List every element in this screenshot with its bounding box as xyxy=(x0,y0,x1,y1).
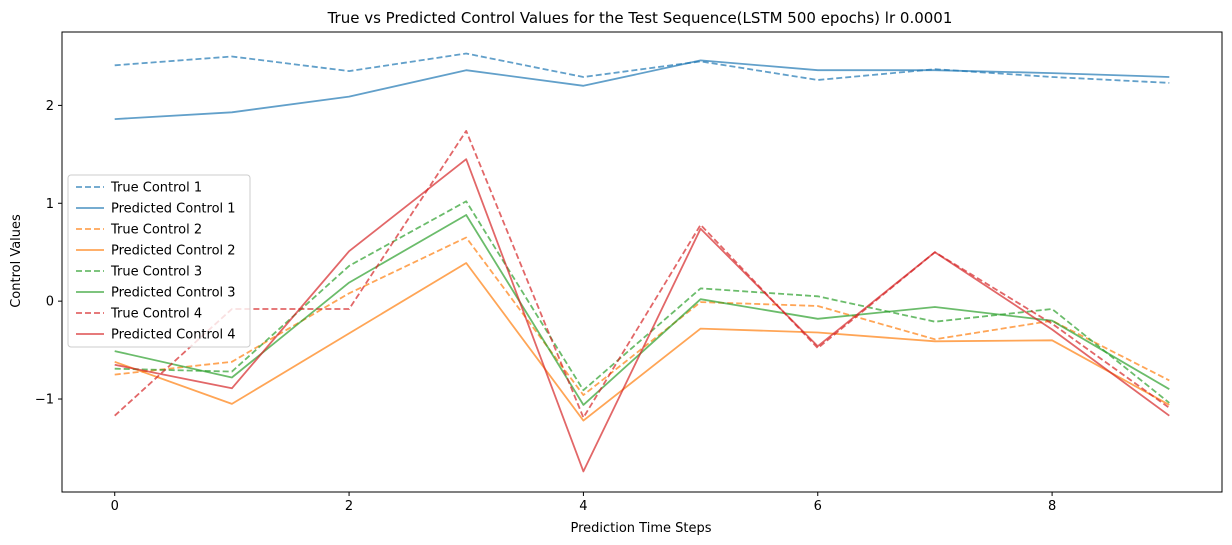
legend-box xyxy=(67,174,251,348)
x-tick-label: 6 xyxy=(814,499,822,514)
chart-title: True vs Predicted Control Values for the… xyxy=(327,9,953,27)
x-tick-label: 4 xyxy=(579,499,587,514)
y-tick-label: −1 xyxy=(35,393,54,408)
series-line-7 xyxy=(114,129,1170,419)
series-line-3 xyxy=(114,236,1170,397)
y-tick-label: 0 xyxy=(46,295,54,310)
y-axis: −1 0 1 2 xyxy=(35,99,62,408)
legend-label: Predicted Control 1 xyxy=(111,202,236,217)
y-tick-label: 1 xyxy=(46,197,54,212)
legend-label: Predicted Control 4 xyxy=(111,328,236,343)
legend-label: True Control 1 xyxy=(110,181,202,196)
x-tick-label: 2 xyxy=(345,499,353,514)
series-line-5 xyxy=(114,200,1170,404)
series-line-1 xyxy=(114,52,1170,84)
x-tick-label: 0 xyxy=(111,499,119,514)
plot-frame xyxy=(61,31,1223,493)
x-axis-label: Prediction Time Steps xyxy=(570,521,711,536)
legend-label: Predicted Control 3 xyxy=(111,286,236,301)
y-axis-label: Control Values xyxy=(9,214,24,308)
series-line-4 xyxy=(114,262,1170,422)
legend-label: True Control 4 xyxy=(110,307,202,322)
series-line-8 xyxy=(114,158,1170,473)
x-tick-label: 8 xyxy=(1048,499,1056,514)
legend: True Control 1 Predicted Control 1 True Co… xyxy=(67,174,251,348)
legend-label: True Control 3 xyxy=(110,265,202,280)
legend-label: Predicted Control 2 xyxy=(111,244,236,259)
y-tick-label: 2 xyxy=(46,99,54,114)
series-line-2 xyxy=(114,59,1170,120)
legend-label: True Control 2 xyxy=(110,223,202,238)
plot-area xyxy=(114,52,1170,473)
series-line-6 xyxy=(114,214,1170,406)
x-axis: 0 2 4 6 8 xyxy=(111,492,1056,514)
